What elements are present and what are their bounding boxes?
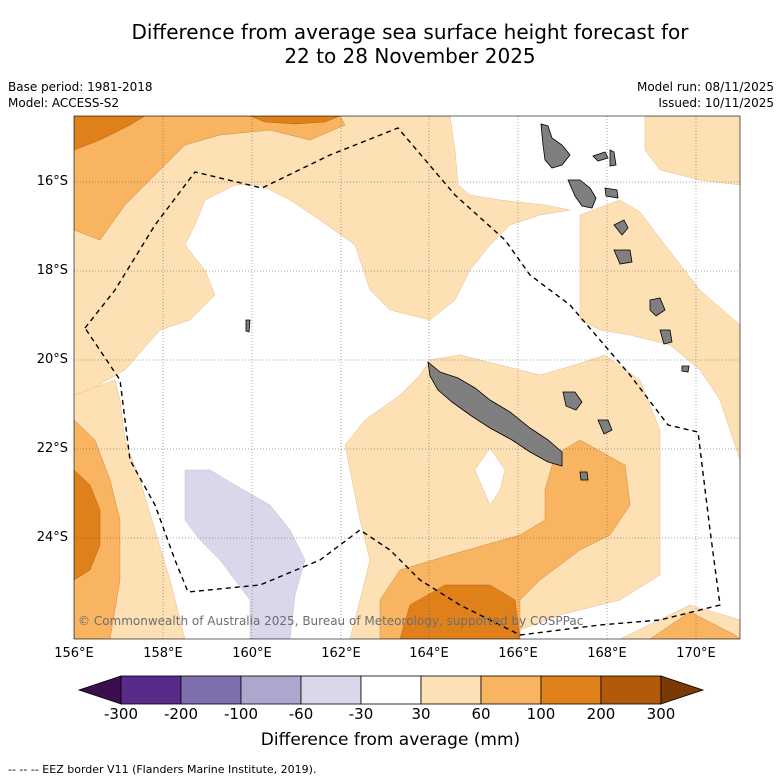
base-period: Base period: 1981-2018 xyxy=(8,80,153,94)
lon-label-156e: 156°E xyxy=(54,646,94,661)
model-name: Model: ACCESS-S2 xyxy=(8,96,120,110)
colorbar-tick-neg200: -200 xyxy=(163,705,199,723)
colorbar-extend-min xyxy=(77,675,122,705)
colorbar-tick-neg100: -100 xyxy=(223,705,259,723)
vanuatu-tanna xyxy=(659,329,673,345)
contour-gap-south-nc xyxy=(474,447,506,506)
loyalty-mare xyxy=(597,419,613,435)
colorbar-segment-7 xyxy=(480,675,542,705)
island-small-3 xyxy=(604,187,619,199)
lon-label-160e: 160°E xyxy=(232,646,272,661)
new-caledonia-island xyxy=(427,361,563,467)
model-run-date: Model run: 08/11/2025 xyxy=(636,80,774,94)
lon-label-166e: 166°E xyxy=(498,646,538,661)
colorbar-tick-neg60: -60 xyxy=(288,705,314,723)
loyalty-lifou xyxy=(562,391,583,411)
lat-label-16s: 16°S xyxy=(36,174,68,189)
land-masses xyxy=(245,123,690,481)
contour-neg30-neg60 xyxy=(184,469,306,639)
island-small-1 xyxy=(592,151,609,162)
lon-label-164e: 164°E xyxy=(409,646,449,661)
vanuatu-erromango xyxy=(649,297,666,317)
contour-100-200-west xyxy=(74,469,101,581)
colorbar xyxy=(77,675,705,705)
lat-label-18s: 18°S xyxy=(36,263,68,278)
colorbar-segments xyxy=(77,675,705,705)
colorbar-tick-neg300: -300 xyxy=(103,705,139,723)
lon-label-158e: 158°E xyxy=(143,646,183,661)
island-small-2 xyxy=(609,149,617,167)
lat-label-22s: 22°S xyxy=(36,441,68,456)
colorbar-segment-5 xyxy=(360,675,422,705)
contour-30-60-northwest xyxy=(74,116,571,396)
chart-title-line1: Difference from average sea surface heig… xyxy=(131,20,689,44)
contour-60-100-northwest xyxy=(74,116,346,241)
colorbar-tick-100: 100 xyxy=(526,705,556,723)
lon-label-168e: 168°E xyxy=(587,646,627,661)
map-frame xyxy=(73,115,741,640)
contour-30-60-northeast xyxy=(644,116,740,186)
colorbar-title: Difference from average (mm) xyxy=(260,730,521,750)
lon-label-170e: 170°E xyxy=(676,646,716,661)
colorbar-segment-6 xyxy=(420,675,482,705)
eez-legend: -- -- -- EEZ border V11 (Flanders Marine… xyxy=(8,763,317,776)
lon-label-162e: 162°E xyxy=(321,646,361,661)
vanuatu-espiritu-santo xyxy=(540,123,571,169)
island-small-7 xyxy=(681,365,690,373)
colorbar-segment-8 xyxy=(540,675,602,705)
contour-100-200-north xyxy=(74,116,146,151)
eez-border xyxy=(84,127,721,636)
contour-100-200-south xyxy=(399,584,521,639)
colorbar-tick-200: 200 xyxy=(586,705,616,723)
colorbar-tick-60: 60 xyxy=(471,705,491,723)
chart-title-line2: 22 to 28 November 2025 xyxy=(284,44,536,68)
colorbar-segment-4 xyxy=(300,675,362,705)
colorbar-extend-max xyxy=(660,675,705,705)
island-small-5 xyxy=(579,471,589,481)
contour-100-200-northcentral xyxy=(249,116,341,125)
colorbar-segment-1 xyxy=(120,675,182,705)
colorbar-segment-3 xyxy=(240,675,302,705)
contour-60-100-southeast xyxy=(649,611,740,639)
issued-date: Issued: 10/11/2025 xyxy=(658,96,774,110)
colorbar-segment-2 xyxy=(180,675,242,705)
island-small-4 xyxy=(613,249,633,265)
colorbar-tick-30: 30 xyxy=(411,705,431,723)
colorbar-tick-neg30: -30 xyxy=(348,705,374,723)
lat-label-24s: 24°S xyxy=(36,530,68,545)
colorbar-tick-300: 300 xyxy=(646,705,676,723)
vanuatu-efate xyxy=(613,219,629,236)
copyright-notice: © Commonwealth of Australia 2025, Bureau… xyxy=(78,614,584,628)
lat-label-20s: 20°S xyxy=(36,352,68,367)
island-small-6 xyxy=(245,319,251,333)
colorbar-segment-9 xyxy=(600,675,662,705)
vanuatu-malekula xyxy=(567,179,597,209)
graticule xyxy=(74,116,740,639)
